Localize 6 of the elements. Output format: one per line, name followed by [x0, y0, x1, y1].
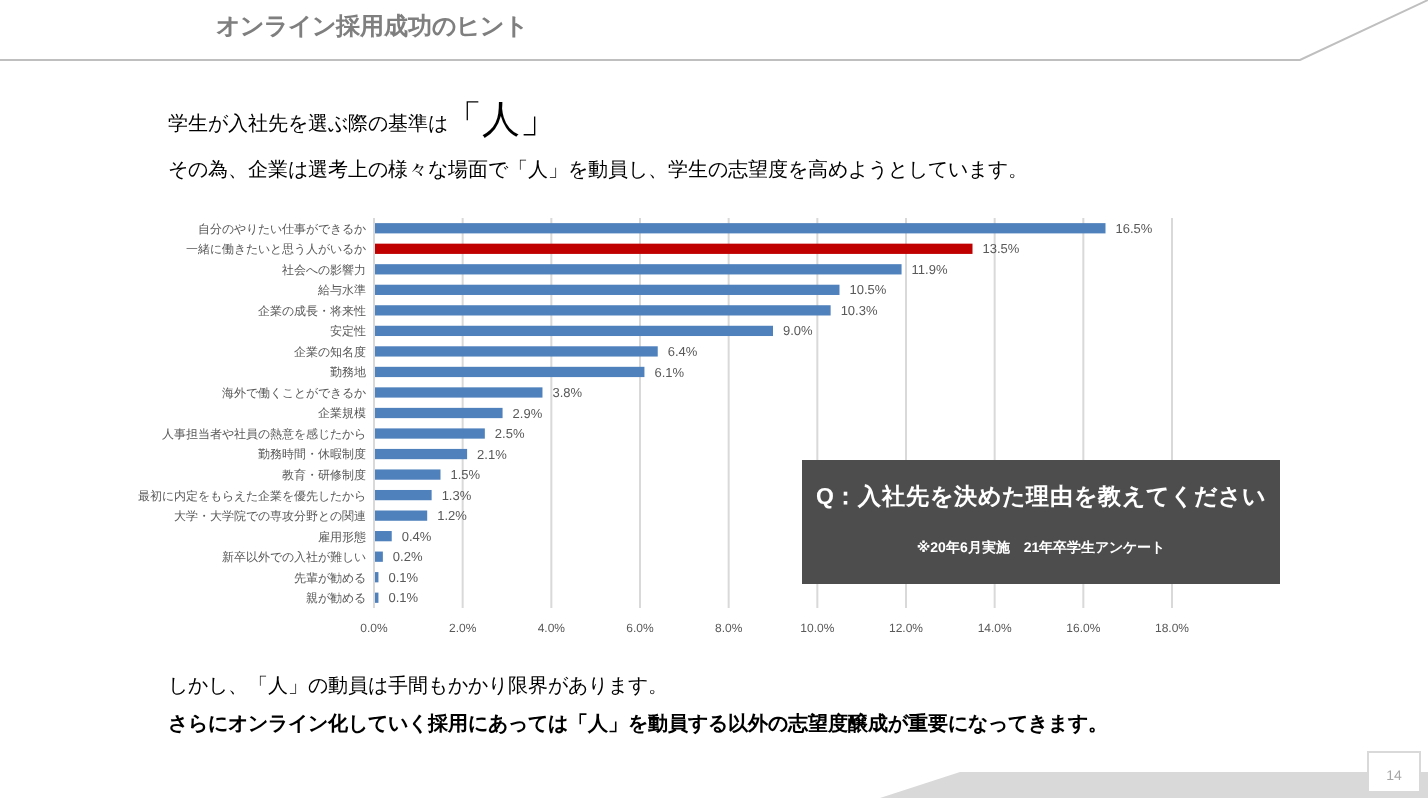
- annotation: さらにオンライン化していく採用にあっては「人」を動員する以外の志望度醸成が重要になってきます。: [168, 714, 1108, 736]
- annotation: 学生が入社先を選ぶ際の基準は: [168, 114, 448, 136]
- annotation: 「人」: [444, 100, 558, 142]
- annotation: しかし、「人」の動員は手間もかかり限界があります。: [168, 676, 668, 698]
- annotation: その為、企業は選考上の様々な場面で「人」を動員し、学生の志望度を高めようとしています。: [168, 160, 1028, 182]
- annotation: オンライン採用成功のヒント: [216, 12, 528, 40]
